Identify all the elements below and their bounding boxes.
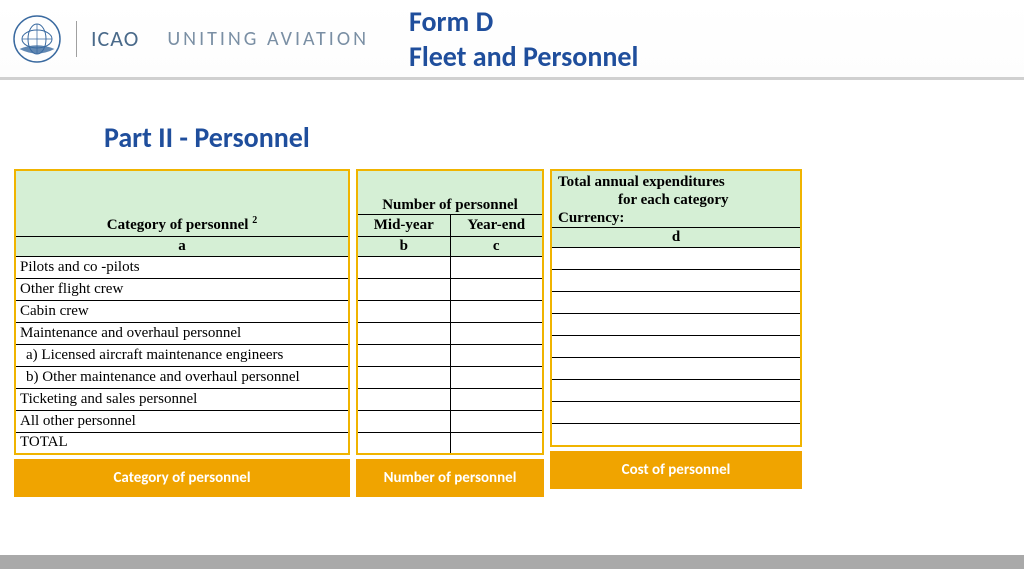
col-bc-footer: Number of personnel [356,459,544,497]
cell-b-5 [357,366,450,388]
cell-c-0 [450,256,543,278]
cell-b-7 [357,410,450,432]
row-a-0: Pilots and co -pilots [15,256,349,278]
cell-b-2 [357,300,450,322]
table-wrap: Category of personnel 2 a Pilots and co … [14,169,1024,497]
bottom-bar [0,555,1024,569]
part-title: Part II - Personnel [104,120,1024,155]
col-b-letter: b [357,236,450,256]
cell-d-3 [551,314,801,336]
row-a-1: Other flight crew [15,278,349,300]
icao-emblem-icon [12,14,62,64]
row-a-3: Maintenance and overhaul personnel [15,322,349,344]
cell-d-6 [551,380,801,402]
table-bc: Number of personnel Mid-year Year-end b … [356,169,544,455]
cell-d-7 [551,402,801,424]
cell-b-3 [357,322,450,344]
column-bc-block: Number of personnel Mid-year Year-end b … [356,169,544,497]
cell-d-1 [551,270,801,292]
row-a-7: All other personnel [15,410,349,432]
cell-d-2 [551,292,801,314]
cell-d-0 [551,248,801,270]
cell-c-4 [450,344,543,366]
table-a: Category of personnel 2 a Pilots and co … [14,169,350,455]
cell-b-8 [357,432,450,454]
col-b-sub: Mid-year [357,214,450,236]
cell-d-4 [551,336,801,358]
row-a-4: a) Licensed aircraft maintenance enginee… [15,344,349,366]
col-a-letter: a [15,236,349,256]
col-d-header: Total annual expenditures for each categ… [551,170,801,228]
cell-d-8 [551,424,801,446]
page-header: ICAO UNITING AVIATION Form D Fleet and P… [0,0,1024,80]
col-a-header: Category of personnel 2 [15,170,349,236]
cell-b-4 [357,344,450,366]
cell-d-5 [551,358,801,380]
cell-c-6 [450,388,543,410]
tagline-text: UNITING AVIATION [167,27,369,51]
cell-c-5 [450,366,543,388]
col-c-sub: Year-end [450,214,543,236]
brand-divider [76,21,77,57]
logo-block: ICAO UNITING AVIATION [12,14,369,64]
row-a-8: TOTAL [15,432,349,454]
form-title-line2: Fleet and Personnel [409,39,638,74]
cell-b-6 [357,388,450,410]
cell-b-0 [357,256,450,278]
form-title-line1: Form D [409,4,638,39]
column-d-block: Total annual expenditures for each categ… [550,169,802,497]
table-d: Total annual expenditures for each categ… [550,169,802,447]
col-d-footer: Cost of personnel [550,451,802,489]
form-title: Form D Fleet and Personnel [409,4,638,74]
cell-c-8 [450,432,543,454]
row-a-6: Ticketing and sales personnel [15,388,349,410]
cell-c-3 [450,322,543,344]
cell-c-7 [450,410,543,432]
row-a-5: b) Other maintenance and overhaul person… [15,366,349,388]
col-bc-group-header: Number of personnel [357,170,543,214]
cell-b-1 [357,278,450,300]
brand-text: ICAO [91,25,139,52]
col-d-letter: d [551,228,801,248]
column-a-block: Category of personnel 2 a Pilots and co … [14,169,350,497]
row-a-2: Cabin crew [15,300,349,322]
col-a-footer: Category of personnel [14,459,350,497]
cell-c-2 [450,300,543,322]
col-c-letter: c [450,236,543,256]
cell-c-1 [450,278,543,300]
